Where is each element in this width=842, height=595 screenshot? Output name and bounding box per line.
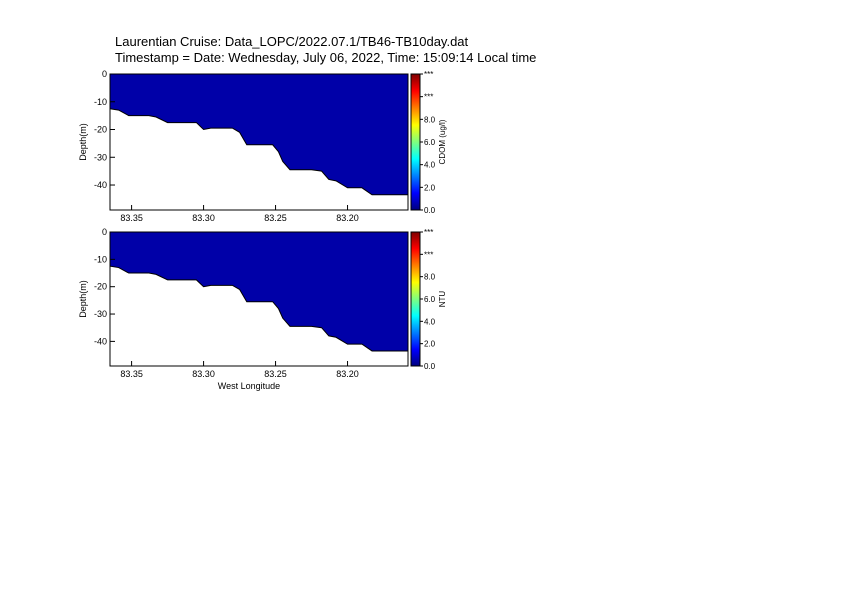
bottom-profile-line-1: [109, 108, 408, 196]
x-tick-label: 83.30: [192, 369, 215, 379]
y-axis-label: Depth(m): [78, 123, 88, 161]
x-tick-label: 83.20: [336, 369, 359, 379]
y-tick-label: -30: [94, 152, 107, 162]
y-tick-label: 0: [102, 227, 107, 237]
y-tick-label: -40: [94, 180, 107, 190]
x-tick-label: 83.25: [264, 369, 287, 379]
colorbar-label: NTU: [438, 291, 447, 308]
colorbar-2: [410, 231, 421, 367]
colorbar-tick-label: ***: [424, 70, 433, 79]
x-tick-label: 83.30: [192, 213, 215, 223]
colorbar-1: [410, 73, 421, 211]
colorbar-label: CDOM (ug/l): [438, 119, 447, 164]
y-tick-label: -20: [94, 282, 107, 292]
x-tick-label: 83.35: [120, 369, 143, 379]
x-tick-label: 83.25: [264, 213, 287, 223]
plot-frame-1: [109, 73, 409, 211]
y-tick-label: 0: [102, 69, 107, 79]
colorbar-tick-label: 6.0: [424, 295, 436, 304]
colorbar-tick-label: 8.0: [424, 273, 436, 282]
colorbar-tick-label: ***: [424, 93, 433, 102]
plot-frame-2: [109, 231, 409, 367]
colorbar-tick-label: ***: [424, 250, 433, 259]
x-tick-label: 83.20: [336, 213, 359, 223]
colorbar-tick-label: ***: [424, 228, 433, 237]
x-axis-label: West Longitude: [218, 381, 280, 391]
chart-title-line-1: Laurentian Cruise: Data_LOPC/2022.07.1/T…: [115, 34, 469, 49]
y-tick-label: -40: [94, 336, 107, 346]
bottom-profile-line-2: [109, 265, 408, 352]
y-tick-label: -20: [94, 125, 107, 135]
y-tick-label: -10: [94, 254, 107, 264]
colorbar-tick-label: 4.0: [424, 317, 436, 326]
colorbar-tick-label: 2.0: [424, 183, 436, 192]
chart-title-line-2: Timestamp = Date: Wednesday, July 06, 20…: [115, 50, 537, 65]
colorbar-tick-label: 6.0: [424, 138, 436, 147]
water-column-fill-2: [110, 232, 408, 351]
y-axis-label: Depth(m): [78, 280, 88, 318]
water-column-fill-1: [110, 74, 408, 195]
colorbar-tick-label: 4.0: [424, 161, 436, 170]
y-tick-label: -10: [94, 97, 107, 107]
colorbar-tick-label: 0.0: [424, 206, 436, 215]
x-tick-label: 83.35: [120, 213, 143, 223]
colorbar-tick-label: 2.0: [424, 340, 436, 349]
y-tick-label: -30: [94, 309, 107, 319]
colorbar-tick-label: 8.0: [424, 115, 436, 124]
colorbar-tick-label: 0.0: [424, 362, 436, 371]
